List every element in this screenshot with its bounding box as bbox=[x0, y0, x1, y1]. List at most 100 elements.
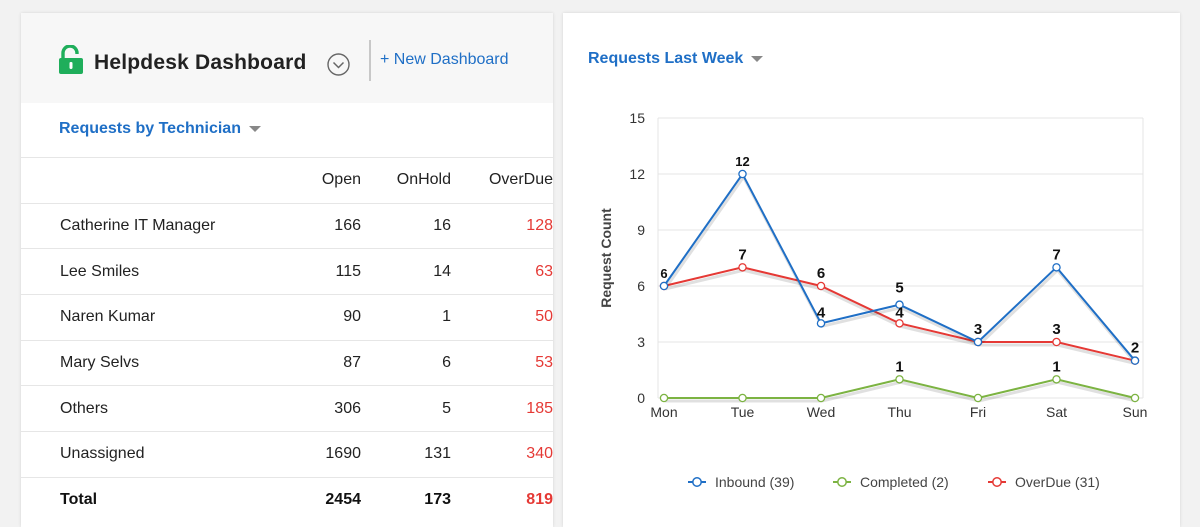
series-point bbox=[973, 337, 983, 347]
onhold-count[interactable]: 14 bbox=[361, 248, 451, 295]
data-label: 1 bbox=[895, 358, 903, 375]
data-label: 4 bbox=[817, 304, 826, 321]
table-header-row: Open OnHold OverDue bbox=[21, 157, 553, 204]
overdue-count[interactable]: 128 bbox=[451, 202, 553, 249]
x-tick-label: Thu bbox=[887, 404, 911, 420]
x-tick-label: Sun bbox=[1123, 404, 1148, 420]
technician-table: Open OnHold OverDue Catherine IT Manager… bbox=[21, 157, 553, 523]
week-widget-title[interactable]: Requests Last Week bbox=[588, 50, 764, 68]
onhold-count[interactable]: 6 bbox=[361, 339, 451, 386]
series-point bbox=[738, 263, 747, 272]
data-label: 7 bbox=[738, 246, 746, 263]
data-label: 12 bbox=[735, 154, 749, 169]
table-row[interactable]: Mary Selvs 87 6 53 bbox=[21, 339, 553, 386]
weekly-requests-panel: Requests Last Week 0 3 6 9 12 15 Mon Tue Wed Thu F… bbox=[563, 13, 1180, 527]
table-row[interactable]: Unassigned 1690 131 340 bbox=[21, 431, 553, 478]
series-point bbox=[1130, 393, 1140, 403]
series-point bbox=[1052, 263, 1061, 272]
caret-down-icon[interactable] bbox=[248, 125, 261, 132]
data-label: 3 bbox=[1052, 321, 1060, 338]
overdue-column-header: OverDue bbox=[451, 157, 553, 204]
open-count[interactable]: 90 bbox=[265, 294, 361, 341]
data-label: 5 bbox=[895, 280, 903, 297]
legend-entry[interactable]: Inbound (39) bbox=[715, 474, 794, 490]
total-onhold: 173 bbox=[361, 476, 451, 523]
open-count[interactable]: 115 bbox=[265, 248, 361, 295]
header-divider bbox=[369, 40, 371, 81]
onhold-count[interactable]: 16 bbox=[361, 202, 451, 249]
y-tick-label: 15 bbox=[629, 110, 645, 126]
technician-panel: Helpdesk Dashboard + New Dashboard Reque… bbox=[21, 13, 553, 527]
y-tick-label: 6 bbox=[637, 278, 645, 294]
series-point bbox=[1052, 337, 1061, 347]
series-line bbox=[663, 172, 1136, 362]
total-label: Total bbox=[21, 476, 265, 523]
technician-name: Others bbox=[21, 385, 265, 432]
y-tick-label: 12 bbox=[629, 166, 645, 182]
onhold-column-header: OnHold bbox=[361, 157, 451, 204]
caret-down-icon[interactable] bbox=[751, 55, 764, 62]
series-shadow bbox=[663, 174, 1138, 365]
series-point bbox=[659, 393, 669, 403]
y-tick-label: 9 bbox=[637, 222, 645, 238]
overdue-count[interactable]: 63 bbox=[451, 248, 553, 295]
series-point bbox=[1130, 356, 1140, 365]
total-open: 2454 bbox=[265, 476, 361, 523]
x-tick-label: Fri bbox=[970, 404, 986, 420]
overdue-count[interactable]: 53 bbox=[451, 339, 553, 386]
legend-entry[interactable]: OverDue (31) bbox=[1015, 474, 1100, 490]
overdue-count[interactable]: 185 bbox=[451, 385, 553, 432]
onhold-count[interactable]: 1 bbox=[361, 294, 451, 341]
legend-entry[interactable]: Completed (2) bbox=[860, 474, 949, 490]
series-point bbox=[1052, 375, 1061, 384]
technician-name: Catherine IT Manager bbox=[21, 202, 265, 249]
series-point bbox=[738, 393, 747, 403]
x-tick-label: Tue bbox=[731, 404, 755, 420]
data-label: 3 bbox=[974, 321, 982, 338]
data-label: 1 bbox=[1052, 358, 1060, 375]
open-count[interactable]: 306 bbox=[265, 385, 361, 432]
series-point bbox=[895, 319, 904, 328]
technician-name: Mary Selvs bbox=[21, 339, 265, 386]
legend-marker bbox=[692, 477, 702, 487]
legend-marker bbox=[992, 477, 1002, 487]
table-row[interactable]: Naren Kumar 90 1 50 bbox=[21, 294, 553, 341]
onhold-count[interactable]: 5 bbox=[361, 385, 451, 432]
data-label: 6 bbox=[660, 266, 667, 281]
table-row[interactable]: Lee Smiles 115 14 63 bbox=[21, 248, 553, 295]
open-count[interactable]: 166 bbox=[265, 202, 361, 249]
open-count[interactable]: 87 bbox=[265, 339, 361, 386]
series-point bbox=[816, 393, 826, 403]
data-label: 6 bbox=[817, 265, 825, 282]
overdue-count[interactable]: 50 bbox=[451, 294, 553, 341]
series-point bbox=[895, 300, 904, 309]
technician-widget-title-text: Requests by Technician bbox=[59, 120, 241, 137]
new-dashboard-link[interactable]: + New Dashboard bbox=[380, 51, 509, 68]
table-row[interactable]: Catherine IT Manager 166 16 128 bbox=[21, 202, 553, 249]
week-widget-title-text: Requests Last Week bbox=[588, 50, 744, 67]
chevron-down-icon[interactable] bbox=[327, 53, 350, 76]
overdue-count[interactable]: 340 bbox=[451, 431, 553, 478]
dashboard-header: Helpdesk Dashboard + New Dashboard bbox=[21, 13, 553, 103]
series-point bbox=[816, 319, 826, 328]
open-count[interactable]: 1690 bbox=[265, 431, 361, 478]
y-tick-label: 0 bbox=[637, 390, 645, 406]
table-row[interactable]: Others 306 5 185 bbox=[21, 385, 553, 432]
series-point bbox=[973, 393, 983, 403]
data-label: 4 bbox=[895, 304, 904, 321]
data-label: 7 bbox=[1052, 246, 1060, 263]
y-tick-label: 3 bbox=[637, 334, 645, 350]
technician-name: Naren Kumar bbox=[21, 294, 265, 341]
technician-name: Unassigned bbox=[21, 431, 265, 478]
technician-name: Lee Smiles bbox=[21, 248, 265, 295]
total-row: Total 2454 173 819 bbox=[21, 476, 553, 523]
unlock-icon[interactable] bbox=[58, 45, 84, 75]
dashboard-title: Helpdesk Dashboard bbox=[94, 51, 307, 74]
technician-widget-title[interactable]: Requests by Technician bbox=[59, 120, 261, 138]
onhold-count[interactable]: 131 bbox=[361, 431, 451, 478]
open-column-header: Open bbox=[265, 157, 361, 204]
x-tick-label: Wed bbox=[807, 404, 836, 420]
series-point bbox=[895, 375, 904, 384]
legend-marker bbox=[837, 477, 847, 487]
y-axis-label: Request Count bbox=[598, 208, 614, 308]
